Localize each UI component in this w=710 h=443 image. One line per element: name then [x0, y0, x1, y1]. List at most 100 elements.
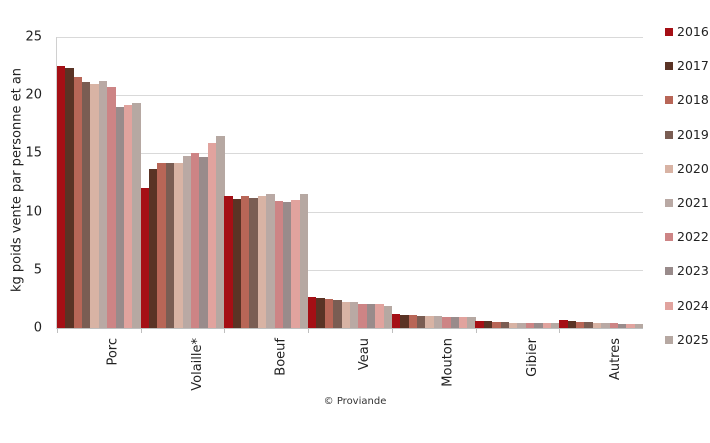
bar-gibier-2024: [542, 323, 552, 328]
bar-gibier-2025: [551, 323, 560, 328]
bar-volaille-2020: [174, 162, 183, 328]
bar-porc-2018: [73, 76, 83, 328]
bar-mouton-2022: [442, 316, 451, 328]
legend-item-2022: 2022: [663, 229, 710, 245]
bar-porc-2021: [98, 81, 108, 328]
bar-porc-2016: [56, 66, 66, 328]
bar-veau-2025: [383, 305, 392, 328]
bar-volaille-2021: [182, 155, 191, 328]
bar-porc-2024: [124, 104, 133, 328]
bar-autres-2016: [559, 320, 568, 328]
legend-label: 2022: [677, 229, 709, 245]
legend-swatch-icon: [665, 62, 673, 71]
bar-volaille-2017: [148, 168, 158, 328]
bar-gibier-2023: [534, 323, 543, 328]
bar-veau-2024: [375, 304, 384, 328]
bar-boeuf-2025: [299, 194, 309, 328]
x-tick: [141, 328, 142, 333]
x-category-text: Boeuf: [273, 338, 289, 376]
legend-item-2018: 2018: [663, 92, 710, 108]
bar-volaille-2024: [207, 142, 217, 328]
gridline: [57, 95, 643, 96]
bar-volaille-2023: [199, 156, 208, 328]
x-tick: [57, 328, 58, 333]
bar-autres-2020: [592, 322, 602, 328]
bar-boeuf-2021: [266, 194, 275, 328]
bar-porc-2020: [90, 83, 99, 328]
bar-gibier-2022: [525, 322, 535, 328]
bar-mouton-2025: [467, 316, 476, 328]
bar-veau-2016: [308, 296, 317, 328]
legend-label: 2020: [677, 160, 709, 176]
bar-autres-2019: [584, 322, 593, 328]
x-category-text: Autres: [608, 338, 624, 381]
gridline: [57, 37, 643, 38]
legend-item-2017: 2017: [663, 58, 710, 74]
bar-porc-2022: [107, 87, 116, 328]
x-category-text: Veau: [357, 338, 372, 371]
bar-autres-2023: [617, 323, 627, 328]
x-category-text: Volaille*: [189, 338, 205, 391]
bar-veau-2022: [358, 303, 367, 328]
bar-volaille-2022: [190, 153, 200, 328]
gridline: [57, 212, 643, 213]
bar-veau-2020: [341, 301, 350, 328]
x-tick: [308, 328, 309, 333]
bar-gibier-2016: [475, 321, 484, 328]
bar-boeuf-2017: [232, 198, 242, 328]
bar-porc-2017: [65, 68, 74, 328]
legend-item-2025: 2025: [663, 332, 710, 348]
legend-swatch-icon: [665, 267, 673, 276]
bar-mouton-2019: [416, 315, 426, 328]
y-tick-label: 10: [25, 204, 42, 220]
source-credit: © Proviande: [323, 396, 387, 407]
bar-veau-2021: [350, 302, 359, 328]
bar-autres-2018: [575, 321, 585, 328]
bar-autres-2017: [567, 321, 576, 328]
bar-volaille-2018: [157, 162, 166, 328]
bar-gibier-2018: [492, 321, 501, 328]
bar-gibier-2019: [500, 321, 510, 328]
y-tick-label: 5: [33, 262, 42, 278]
y-tick-label: 25: [25, 29, 42, 45]
gridline: [57, 153, 643, 154]
legend-swatch-icon: [665, 28, 673, 36]
bar-boeuf-2018: [241, 195, 250, 328]
bar-mouton-2020: [425, 316, 434, 328]
y-tick-label: 0: [33, 320, 42, 336]
bar-boeuf-2019: [249, 197, 258, 328]
bar-mouton-2017: [400, 314, 409, 328]
legend-swatch-icon: [665, 130, 673, 139]
bar-autres-2025: [634, 324, 644, 328]
legend-label: 2017: [677, 58, 709, 74]
legend-label: 2025: [677, 331, 709, 347]
bar-volaille-2016: [140, 188, 149, 328]
bar-autres-2024: [626, 323, 635, 328]
bar-mouton-2018: [408, 315, 417, 328]
legend-swatch-icon: [665, 96, 673, 105]
legend-item-2019: 2019: [663, 127, 710, 143]
x-axis-line: [57, 328, 643, 329]
legend-swatch-icon: [665, 233, 673, 242]
legend-item-2021: 2021: [663, 195, 710, 211]
legend-swatch-icon: [665, 199, 673, 207]
bar-gibier-2021: [517, 322, 526, 328]
legend-label: 2018: [677, 92, 709, 108]
bar-mouton-2021: [433, 316, 443, 328]
bar-veau-2018: [324, 298, 334, 328]
legend-label: 2024: [677, 297, 709, 313]
bar-mouton-2016: [391, 314, 401, 328]
legend-item-2020: 2020: [663, 161, 710, 177]
x-tick: [392, 328, 393, 333]
legend-label: 2016: [677, 24, 709, 39]
bar-boeuf-2024: [291, 199, 300, 328]
legend-item-2016: 2016: [663, 24, 710, 40]
x-category-text: Gibier: [524, 338, 540, 377]
x-category-text: Mouton: [440, 338, 456, 387]
bar-gibier-2020: [509, 322, 518, 328]
bar-boeuf-2023: [283, 202, 292, 328]
bar-volaille-2019: [165, 162, 175, 328]
gridline: [57, 270, 643, 271]
bar-veau-2019: [333, 300, 342, 328]
